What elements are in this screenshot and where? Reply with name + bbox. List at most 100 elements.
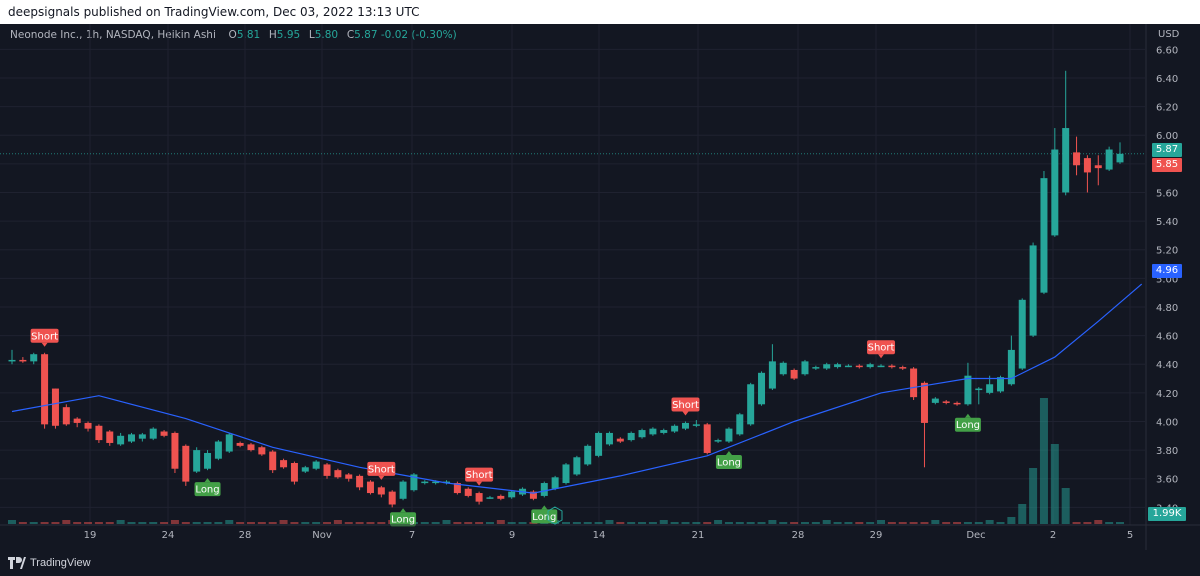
- signal-label: Short: [368, 464, 395, 475]
- candle-body: [117, 435, 125, 445]
- signal-short: Short: [30, 328, 59, 347]
- volume-bar: [1083, 522, 1092, 524]
- volume-bar: [757, 522, 766, 524]
- candle-body: [301, 467, 309, 472]
- signal-long: Long: [531, 505, 558, 524]
- volume-bar: [29, 522, 38, 524]
- price-axis: 3.403.603.804.004.204.404.604.805.005.20…: [1145, 24, 1178, 550]
- volume-bar: [616, 522, 625, 524]
- time-tick-label: 21: [692, 530, 705, 541]
- signal-box: [867, 340, 896, 355]
- volume-bar: [1029, 468, 1038, 524]
- volume-bar: [627, 522, 636, 524]
- volume-bar: [1116, 522, 1124, 524]
- candle-body: [486, 497, 494, 499]
- volume-bar: [659, 520, 668, 524]
- time-tick-label: 7: [409, 530, 415, 541]
- publisher-text: deepsignals published on TradingView.com…: [8, 5, 420, 19]
- candle-body: [931, 398, 939, 403]
- open-label: O: [228, 29, 237, 41]
- volume-bar: [236, 522, 245, 524]
- price-tick-label: 5.40: [1156, 217, 1178, 228]
- volume-bar: [464, 522, 473, 524]
- volume-bar: [323, 522, 332, 524]
- tradingview-footer[interactable]: TradingView: [8, 555, 91, 571]
- price-tick-label: 3.60: [1156, 475, 1178, 486]
- signal-long: Long: [390, 508, 417, 527]
- volume-bar: [855, 522, 864, 524]
- volume-bar: [692, 522, 701, 524]
- volume-bar: [496, 520, 505, 524]
- candle-body: [877, 365, 885, 368]
- candle-body: [62, 407, 70, 425]
- volume-bar: [811, 522, 820, 524]
- signal-label: Short: [31, 331, 58, 342]
- signal-box: [531, 509, 558, 524]
- volume-bar: [779, 522, 788, 524]
- candle-body: [497, 495, 505, 499]
- volume-bar: [974, 522, 983, 524]
- price-tick-label: 4.00: [1156, 417, 1178, 428]
- candle-body: [247, 444, 255, 451]
- time-axis: 19 24 28 Nov 7 9 14 21 28 29 Dec 2 5: [0, 524, 1200, 541]
- signal-box: [465, 467, 494, 482]
- signal-pointer: [682, 411, 689, 416]
- signal-label: Long: [391, 515, 415, 526]
- candle-body: [8, 359, 16, 362]
- candle-body: [106, 431, 114, 443]
- candle-body: [1094, 165, 1102, 169]
- time-tick-label: 9: [509, 530, 515, 541]
- volume-bar: [963, 522, 972, 524]
- candle-body: [204, 452, 212, 469]
- candle-body: [269, 451, 277, 471]
- candle-body: [30, 354, 38, 362]
- candle-body: [453, 483, 461, 494]
- candle-body: [834, 364, 842, 368]
- volume-bar: [149, 522, 158, 524]
- volume-bar: [51, 522, 60, 524]
- candle-body: [823, 364, 831, 369]
- time-tick-label: 14: [593, 530, 606, 541]
- volume-bar: [485, 522, 494, 524]
- volume-bar: [877, 520, 886, 524]
- candle-body: [1029, 245, 1037, 336]
- volume-bar: [1050, 444, 1059, 524]
- volume-bar: [192, 522, 201, 524]
- candle-body: [997, 377, 1005, 392]
- price-chart[interactable]: Short Long Short Long Short Long Short Long Shor…: [0, 0, 1200, 550]
- candle-body: [703, 424, 711, 453]
- volume-bar: [203, 522, 212, 524]
- volume-bar: [1094, 520, 1103, 524]
- candle-body: [1116, 153, 1124, 163]
- volume-bar: [996, 522, 1005, 524]
- earnings-marker: [547, 506, 563, 525]
- volume-bar: [225, 520, 234, 524]
- volume-bar: [84, 522, 93, 524]
- candle-body: [953, 402, 961, 405]
- candle-body: [714, 440, 722, 442]
- time-tick-label: 19: [84, 530, 97, 541]
- price-tick-label: 4.60: [1156, 332, 1178, 343]
- candle-body: [562, 464, 570, 484]
- candle-body: [1018, 299, 1026, 369]
- candle-body: [95, 425, 103, 441]
- volume-bar: [735, 522, 744, 524]
- candle-body: [986, 384, 994, 393]
- price-tick-label: 5.60: [1156, 188, 1178, 199]
- volume-bar: [714, 520, 723, 524]
- volume-bar: [257, 522, 266, 524]
- signal-label: Short: [672, 400, 699, 411]
- candle-body: [616, 438, 624, 442]
- volume-bar: [562, 522, 570, 524]
- volume-bar: [1018, 504, 1027, 524]
- price-tick-label: 6.00: [1156, 131, 1178, 142]
- volume-bar: [127, 522, 136, 524]
- volume-bar: [844, 522, 853, 524]
- volume-bar: [268, 522, 277, 524]
- signal-short: Short: [367, 461, 396, 480]
- time-tick-label: 2: [1050, 530, 1056, 541]
- candlesticks: [8, 70, 1124, 508]
- volume-bar: [62, 520, 71, 524]
- volume-bar: [518, 522, 527, 524]
- volume-bar: [355, 522, 364, 524]
